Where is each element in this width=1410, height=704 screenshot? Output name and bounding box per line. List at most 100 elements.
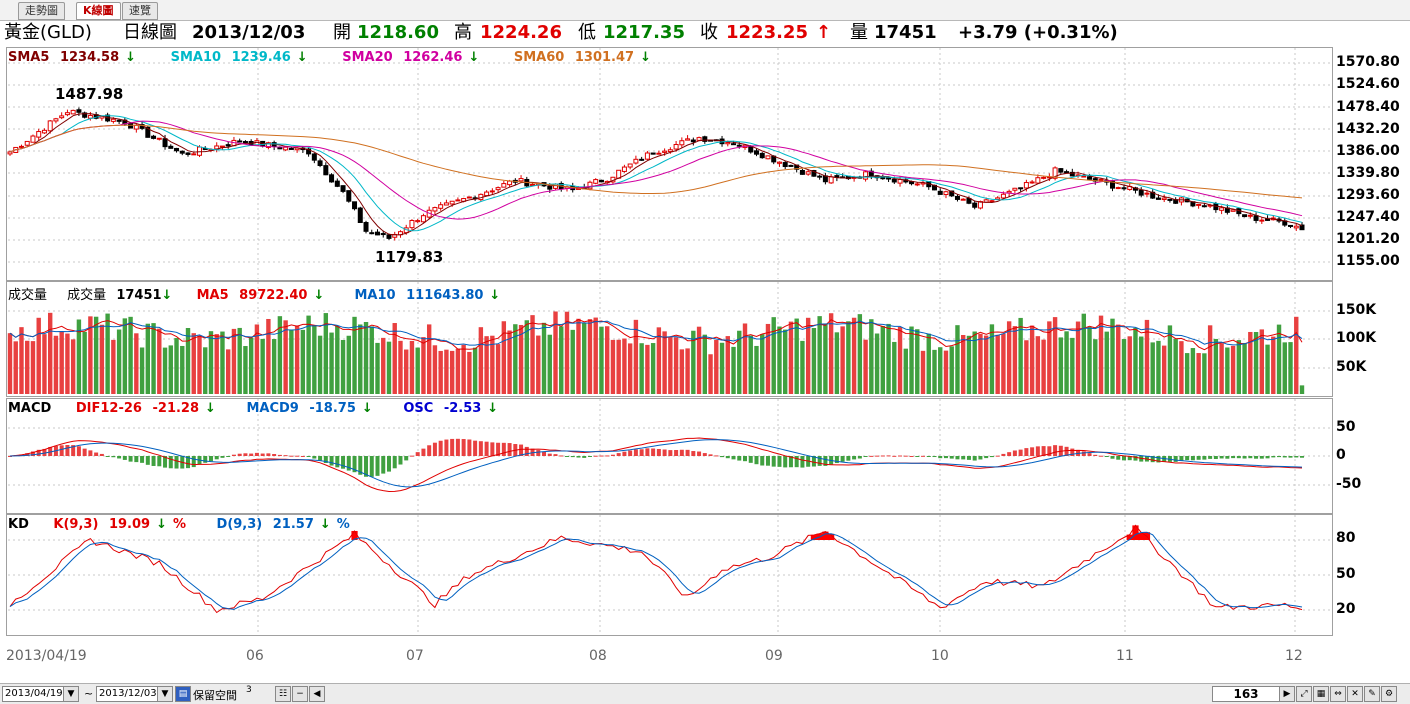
- volume-bar: [472, 347, 478, 394]
- price-scale-label: 1155.00: [1336, 253, 1400, 269]
- candle-body: [443, 202, 449, 206]
- end-date-select[interactable]: 2013/12/03: [96, 686, 160, 702]
- candle-body: [702, 136, 708, 142]
- macd-osc-bar: [432, 442, 437, 456]
- macd-osc-bar: [99, 453, 104, 456]
- volume-bar: [1276, 324, 1282, 394]
- draw-icon[interactable]: ✎: [1364, 686, 1380, 702]
- candle-body: [828, 176, 834, 184]
- candle-body: [725, 142, 731, 145]
- candle-body: [1293, 225, 1299, 229]
- volume-bar: [30, 341, 36, 394]
- volume-bar: [53, 335, 59, 394]
- macd-osc-bar: [697, 451, 702, 456]
- macd-osc-bar: [720, 456, 725, 458]
- zoom-out-icon[interactable]: −: [292, 686, 308, 702]
- macd-osc-bar: [915, 456, 920, 457]
- volume-bar: [271, 339, 277, 394]
- volume-bar: [1271, 336, 1276, 394]
- kd-d-line: [9, 531, 1303, 610]
- instrument-name: 黃金(GLD): [4, 22, 92, 43]
- macd-osc-bar: [989, 456, 994, 458]
- candle-body: [133, 124, 139, 130]
- macd-osc-bar: [444, 439, 449, 456]
- volume-bar: [518, 324, 524, 394]
- settings-icon[interactable]: ⚙: [1381, 686, 1397, 702]
- up-arrow-icon: ↑: [816, 22, 832, 43]
- candle-body: [18, 145, 24, 148]
- macd-osc-bar: [714, 455, 719, 457]
- scroll-right-icon[interactable]: ▶: [1279, 686, 1295, 702]
- volume-legend: 成交量 成交量 17451↓ MA5 89722.40 ↓ MA10 111643…: [8, 284, 512, 303]
- candle-body: [225, 144, 231, 147]
- candle-body: [1144, 192, 1150, 195]
- candle-body: [644, 152, 650, 160]
- macd-osc-bar: [427, 445, 432, 456]
- volume-bar: [582, 323, 587, 394]
- macd-osc-bar: [461, 439, 466, 456]
- end-date-dropdown-icon[interactable]: ▼: [157, 686, 173, 702]
- start-date-dropdown-icon[interactable]: ▼: [63, 686, 79, 702]
- volume-bar: [174, 338, 179, 394]
- macd-osc-bar: [943, 456, 948, 459]
- zoom-icon[interactable]: ⤢: [1296, 686, 1312, 702]
- tab-kline[interactable]: K線圖: [76, 2, 121, 20]
- macd-osc-bar: [921, 455, 926, 457]
- low-marker: 1179.83: [375, 248, 444, 266]
- candle-body: [82, 112, 88, 118]
- volume-bar: [966, 335, 972, 394]
- candle-body: [179, 150, 185, 154]
- volume-bar: [214, 334, 219, 394]
- macd-osc-bar: [467, 439, 472, 456]
- candle-body: [70, 109, 76, 115]
- price-panel[interactable]: [6, 47, 1333, 281]
- volume-bar: [1225, 347, 1230, 394]
- macd9-label: MACD9: [246, 401, 299, 416]
- volume-bar: [70, 339, 76, 394]
- volume-scale-label: 150K: [1336, 302, 1377, 318]
- volume-bar: [748, 335, 753, 394]
- volume-bar: [932, 349, 937, 394]
- candle-body: [782, 162, 788, 168]
- start-date-select[interactable]: 2013/04/19: [2, 686, 66, 702]
- volume-bar: [805, 317, 811, 394]
- macd-osc-bar: [840, 456, 845, 462]
- sma20-label: SMA20: [342, 50, 393, 65]
- volume-bar: [404, 349, 409, 394]
- candle-body: [943, 191, 949, 196]
- down-arrow-icon: ↓: [156, 517, 167, 532]
- macd-osc-bar: [8, 456, 12, 457]
- macd-osc-bar: [610, 454, 615, 456]
- macd-osc-bar: [421, 448, 426, 456]
- macd-osc-bar: [823, 456, 828, 466]
- volume-bar: [1299, 385, 1305, 394]
- expand-icon[interactable]: ✕: [1347, 686, 1363, 702]
- candle-body: [1115, 187, 1121, 190]
- calendar-icon[interactable]: ▦: [1313, 686, 1329, 702]
- volume-bar: [1121, 339, 1127, 394]
- volume-bar: [1012, 326, 1018, 394]
- fit-icon[interactable]: ⇔: [1330, 686, 1346, 702]
- macd-osc-bar: [1202, 456, 1207, 460]
- grid-icon[interactable]: ☷: [275, 686, 291, 702]
- tab-trend[interactable]: 走勢圖: [18, 2, 65, 20]
- reserve-icon[interactable]: ▤: [175, 686, 191, 702]
- bar-count-field[interactable]: 163: [1212, 686, 1280, 702]
- volume-ma10-line: [9, 320, 1303, 346]
- macd-osc-bar: [892, 455, 897, 457]
- macd-osc-bar: [157, 456, 162, 467]
- d-label: D(9,3): [216, 517, 263, 532]
- macd-osc-bar: [364, 456, 369, 477]
- volume-bar: [1167, 325, 1173, 394]
- candle-body: [1058, 168, 1064, 173]
- tab-overview[interactable]: 速覽: [122, 2, 158, 20]
- candle-body: [598, 179, 604, 183]
- volume-bar: [737, 330, 742, 394]
- candle-body: [128, 123, 134, 129]
- open-label: 開: [333, 22, 351, 43]
- macd-osc-bar: [731, 456, 736, 460]
- volume-bar: [989, 324, 995, 394]
- volume-bar: [185, 328, 191, 394]
- scroll-left-icon[interactable]: ◀: [309, 686, 325, 702]
